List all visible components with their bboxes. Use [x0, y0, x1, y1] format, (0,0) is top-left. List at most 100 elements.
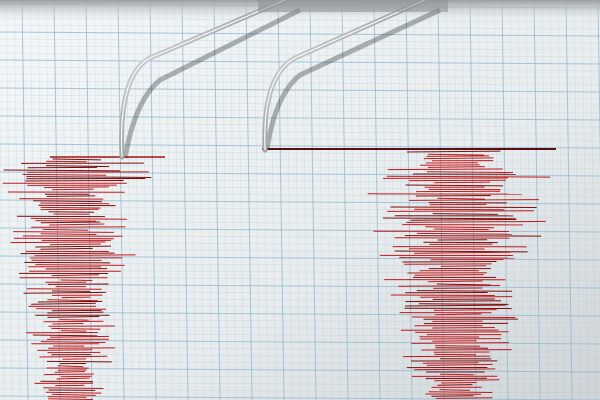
grid-line-major [565, 0, 573, 400]
trace-stroke [386, 175, 551, 178]
trace-stroke [435, 313, 482, 316]
grid-line-minor [253, 0, 261, 400]
grid-line-minor [557, 0, 565, 400]
grid-line-minor [0, 262, 600, 268]
trace-stroke [432, 213, 498, 215]
grid-line-minor [0, 332, 600, 338]
trace-stroke [36, 308, 107, 310]
grid-line-minor [0, 24, 600, 30]
trace-stroke [60, 375, 92, 378]
trace-stroke [43, 373, 94, 376]
needle-shadow [122, 7, 302, 159]
grid-line-major [213, 0, 221, 400]
trace-stroke [40, 221, 101, 224]
grid-line-minor [317, 0, 325, 400]
grid-line-major [0, 395, 600, 400]
trace-stroke [25, 179, 124, 182]
trace-stroke [414, 368, 496, 371]
trace-stroke [387, 168, 503, 171]
trace-stroke [30, 217, 127, 220]
grid-line-major [0, 143, 600, 149]
grid-line-minor [0, 290, 600, 296]
grid-line-minor [0, 80, 600, 86]
grid-line-minor [0, 297, 600, 303]
trace-stroke [411, 316, 516, 319]
grid-line-minor [0, 38, 600, 44]
grid-line-minor [293, 0, 301, 400]
trace-stroke [52, 322, 84, 325]
trace-stroke [59, 319, 89, 321]
grid-line-minor [0, 374, 600, 380]
trace-stroke [423, 157, 494, 160]
trace-stroke [31, 302, 96, 305]
trace-stroke [56, 377, 90, 380]
grid-line-major [245, 0, 253, 400]
grid-line-minor [141, 0, 149, 400]
grid-line-minor [0, 353, 600, 359]
trace-stroke [47, 299, 98, 302]
trace-stroke [434, 181, 490, 184]
traces [2, 150, 551, 400]
trace-stroke [57, 365, 84, 368]
grid-line-minor [589, 0, 597, 400]
trace-stroke [434, 228, 489, 231]
grid-line-minor [0, 388, 600, 394]
trace-stroke [414, 274, 484, 276]
trace-stroke [428, 280, 483, 283]
trace-stroke [425, 226, 494, 229]
trace-stroke [399, 257, 515, 259]
grid-line-minor [0, 269, 600, 275]
grid-line-minor [0, 381, 600, 387]
trace-stroke [415, 331, 509, 333]
trace-stroke [49, 223, 105, 226]
grid-line-minor [0, 325, 600, 331]
grid-line-major [0, 59, 600, 65]
trace-stroke [419, 303, 509, 305]
grid-line-major [181, 0, 189, 400]
trace-stroke [387, 210, 534, 212]
trace-stroke [436, 397, 493, 399]
trace-stroke [40, 233, 97, 235]
trace-stroke [428, 391, 493, 393]
grid-line-major [277, 0, 285, 400]
trace-stroke [50, 243, 101, 246]
grid-line-minor [541, 0, 549, 400]
grid-line-minor [0, 241, 600, 247]
grid-line-major [309, 0, 317, 400]
trace-stroke [420, 296, 513, 298]
trace-stroke [435, 345, 481, 347]
trace-stroke [22, 173, 107, 176]
trace-stroke [43, 387, 104, 390]
grid-line-minor [0, 122, 600, 128]
grid-line-minor [93, 0, 101, 400]
trace-stroke [436, 283, 491, 286]
grid-line-minor [101, 0, 109, 400]
grid-line-major [341, 0, 349, 400]
grid-line-minor [0, 66, 600, 72]
grid-line-minor [77, 0, 85, 400]
grid-line-minor [221, 0, 229, 400]
trace-stroke [26, 176, 152, 178]
trace-stroke [35, 220, 96, 222]
grid-line-minor [581, 0, 589, 400]
trace-stroke [410, 218, 517, 221]
trace-stroke [416, 290, 513, 292]
grid-line-minor [573, 0, 581, 400]
trace-stroke [405, 300, 502, 303]
grid-line-minor [0, 213, 600, 219]
grid-line-major [117, 0, 125, 400]
trace-stroke [50, 335, 110, 338]
grid-line-minor [0, 178, 600, 184]
trace-stroke [433, 309, 497, 311]
trace-stroke [409, 199, 539, 201]
grid-line-major [0, 283, 600, 289]
grid-line-minor [0, 129, 600, 135]
trace-stroke [414, 208, 505, 211]
trace-stroke [45, 165, 110, 168]
trace-stroke [13, 237, 114, 240]
trace-stroke [440, 373, 474, 376]
trace-stroke [402, 260, 497, 263]
grid-line-minor [0, 45, 600, 51]
trace-stroke [37, 349, 93, 351]
